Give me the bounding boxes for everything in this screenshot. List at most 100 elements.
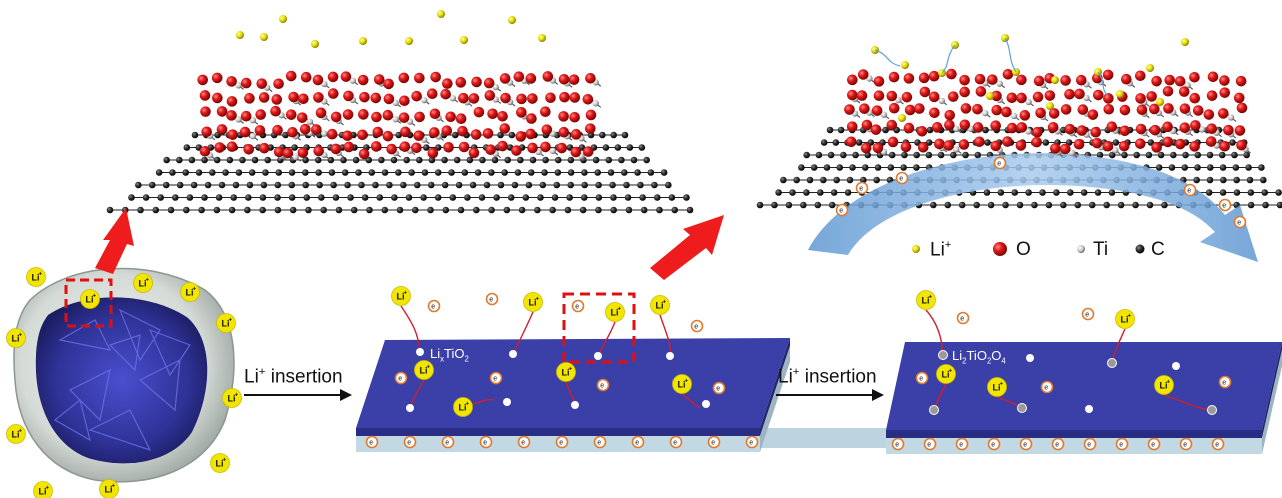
carbon-atom xyxy=(245,194,252,201)
electron-text: e xyxy=(597,440,601,447)
carbon-atom xyxy=(1220,176,1227,184)
oxygen-atom xyxy=(212,92,223,104)
titanium-atom xyxy=(880,111,888,118)
oxygen-atom xyxy=(357,129,368,141)
oxygen-atom xyxy=(569,111,580,123)
carbon-atom xyxy=(191,131,199,139)
oxygen-atom xyxy=(582,93,594,105)
li-ion-badge: Li + xyxy=(672,374,692,394)
oxygen-atom xyxy=(1075,74,1087,86)
oxygen-atom xyxy=(558,74,570,85)
carbon-atom xyxy=(442,206,450,214)
carbon-atom xyxy=(1016,201,1024,209)
electron-badge: e xyxy=(1040,380,1054,394)
oxygen-atom xyxy=(244,93,255,104)
carbon-atom xyxy=(775,189,782,196)
electron-badge: e xyxy=(745,435,759,449)
carbon-atom xyxy=(473,206,480,214)
carbon-atom xyxy=(469,181,477,189)
carbon-atom xyxy=(478,194,486,201)
li-atom xyxy=(898,114,906,122)
carbon-atom xyxy=(274,194,281,201)
li-ion-badge: Li + xyxy=(222,388,242,408)
carbon-atom xyxy=(651,181,658,189)
li-atom xyxy=(437,10,445,18)
carbon-atom xyxy=(508,131,516,139)
carbon-atom xyxy=(1233,189,1241,196)
carbon-atom xyxy=(1194,164,1201,171)
oxygen-atom xyxy=(928,91,940,103)
carbon-atom xyxy=(614,144,622,151)
electron-badge: e xyxy=(571,299,585,313)
oxygen-atom xyxy=(1002,69,1014,80)
oxygen-atom xyxy=(1219,140,1231,152)
carbon-atom xyxy=(944,201,952,209)
li-ion-text: Li xyxy=(1121,315,1129,325)
titanium-atom xyxy=(996,80,1003,87)
oxygen-atom xyxy=(1103,103,1115,115)
oxygen-atom xyxy=(1060,104,1072,115)
carbon-atom xyxy=(372,181,379,189)
oxygen-atom xyxy=(972,103,983,115)
lithiated-site xyxy=(1172,362,1180,370)
electron-text: e xyxy=(694,324,698,331)
carbon-atom xyxy=(554,156,562,164)
electron-badge: e xyxy=(1218,375,1232,389)
electron-text: e xyxy=(445,440,449,447)
li-ion-text: Li xyxy=(12,430,20,440)
oxygen-atom xyxy=(1136,104,1148,116)
oxygen-atom xyxy=(298,93,309,105)
electron-text: e xyxy=(521,440,525,447)
carbon-atom xyxy=(288,169,296,176)
insertion-label-2: Li+ insertion xyxy=(778,366,877,388)
carbon-atom xyxy=(365,156,373,164)
oxygen-atom xyxy=(1016,74,1027,86)
electron-text: e xyxy=(919,376,923,383)
carbon-atom xyxy=(609,181,616,189)
lithiated-site xyxy=(416,348,424,356)
electron-badge: e xyxy=(1019,437,1033,451)
oxygen-atom xyxy=(500,92,511,104)
carbon-atom xyxy=(581,169,588,176)
titanium-atom xyxy=(1112,147,1119,154)
carbon-atom xyxy=(464,194,471,201)
li-ion-badge: Li + xyxy=(216,313,236,333)
carbon-atom xyxy=(491,156,499,164)
oxygen-atom xyxy=(327,88,339,99)
oxygen-atom xyxy=(570,129,582,140)
lithiated-site xyxy=(509,350,517,358)
oxygen-atom xyxy=(1236,102,1248,114)
electron-text: e xyxy=(493,376,497,383)
oxygen-atom xyxy=(1064,123,1076,135)
titanium-atom xyxy=(1010,112,1018,120)
oxygen-atom xyxy=(516,93,527,105)
oxygen-atom xyxy=(254,125,266,136)
oxygen-atom xyxy=(904,104,916,116)
red-wire xyxy=(681,393,701,408)
carbon-atom xyxy=(810,164,818,171)
oxygen-atom xyxy=(1203,109,1215,120)
oxygen-atom xyxy=(400,126,411,138)
oxygen-atom xyxy=(1192,105,1204,116)
carbon-atom xyxy=(607,169,615,176)
carbon-atom xyxy=(1229,139,1236,146)
carbon-atom xyxy=(798,164,805,171)
carbon-atom xyxy=(381,169,389,176)
carbon-atom xyxy=(830,189,838,196)
carbon-atom xyxy=(806,176,814,184)
carbon-atom xyxy=(602,144,610,151)
li-ion-badge: Li + xyxy=(414,360,434,380)
carbon-atom xyxy=(288,181,296,189)
oxygen-atom xyxy=(440,88,451,100)
electron-badge: e xyxy=(835,203,849,217)
electron-text: e xyxy=(1044,385,1048,392)
oxygen-atom xyxy=(299,123,311,135)
carbon-atom xyxy=(420,194,427,201)
oxygen-atom xyxy=(226,76,237,87)
carbon-atom xyxy=(411,206,419,214)
carbon-atom xyxy=(427,206,434,214)
oxygen-atom xyxy=(886,90,898,102)
li-ion-sup: + xyxy=(46,486,50,492)
oxygen-atom xyxy=(1016,122,1028,133)
oxygen-atom xyxy=(1076,125,1088,136)
